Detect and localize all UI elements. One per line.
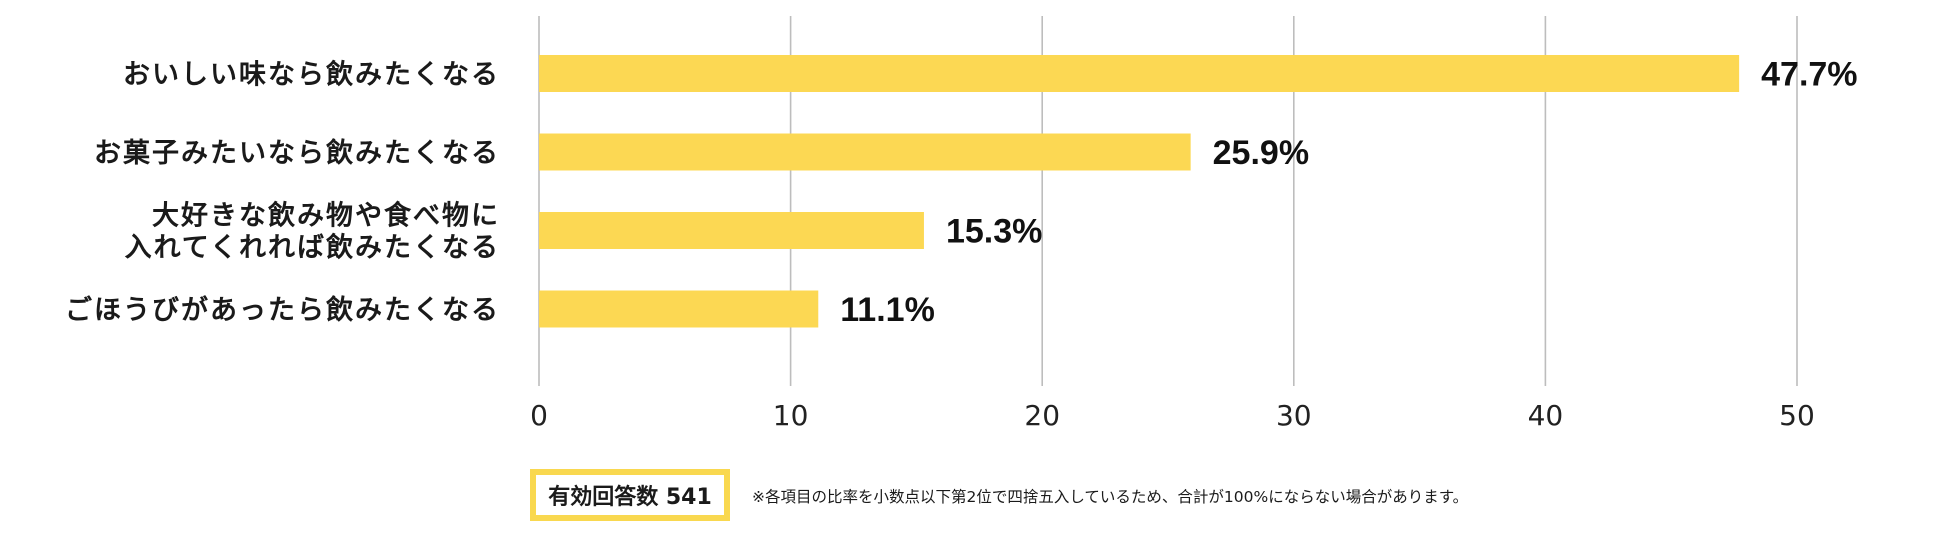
x-tick-label-0: 0 — [530, 399, 548, 432]
category-label-1: お菓子みたいなら飲みたくなる — [94, 137, 500, 169]
category-label-2-line-0: 大好きな飲み物や食べ物に — [152, 200, 500, 232]
x-tick-label-50: 50 — [1779, 399, 1815, 432]
sample-size-box: 有効回答数 541 — [530, 469, 730, 521]
category-label-3: ごほうびがあったら飲みたくなる — [65, 294, 500, 326]
x-tick-label-30: 30 — [1276, 399, 1312, 432]
x-tick-label-20: 20 — [1024, 399, 1060, 432]
bar-3 — [539, 290, 819, 328]
x-tick-label-40: 40 — [1528, 399, 1564, 432]
value-label-2: 15.3% — [946, 213, 1042, 251]
bar-1 — [539, 133, 1191, 171]
sample-size-label: 有効回答数 541 — [548, 485, 712, 510]
rounding-note: ※各項目の比率を小数点以下第2位で四捨五入しているため、合計が100%にならない… — [752, 488, 1469, 506]
value-label-0: 47.7% — [1761, 56, 1857, 94]
category-label-2-line-1: 入れてくれれば飲みたくなる — [125, 232, 500, 264]
value-label-3: 11.1% — [840, 291, 935, 329]
bar-0 — [539, 55, 1740, 92]
bar-2 — [539, 212, 924, 249]
category-label-0: おいしい味なら飲みたくなる — [123, 59, 500, 91]
value-label-1: 25.9% — [1213, 134, 1309, 172]
x-tick-label-10: 10 — [773, 399, 809, 432]
